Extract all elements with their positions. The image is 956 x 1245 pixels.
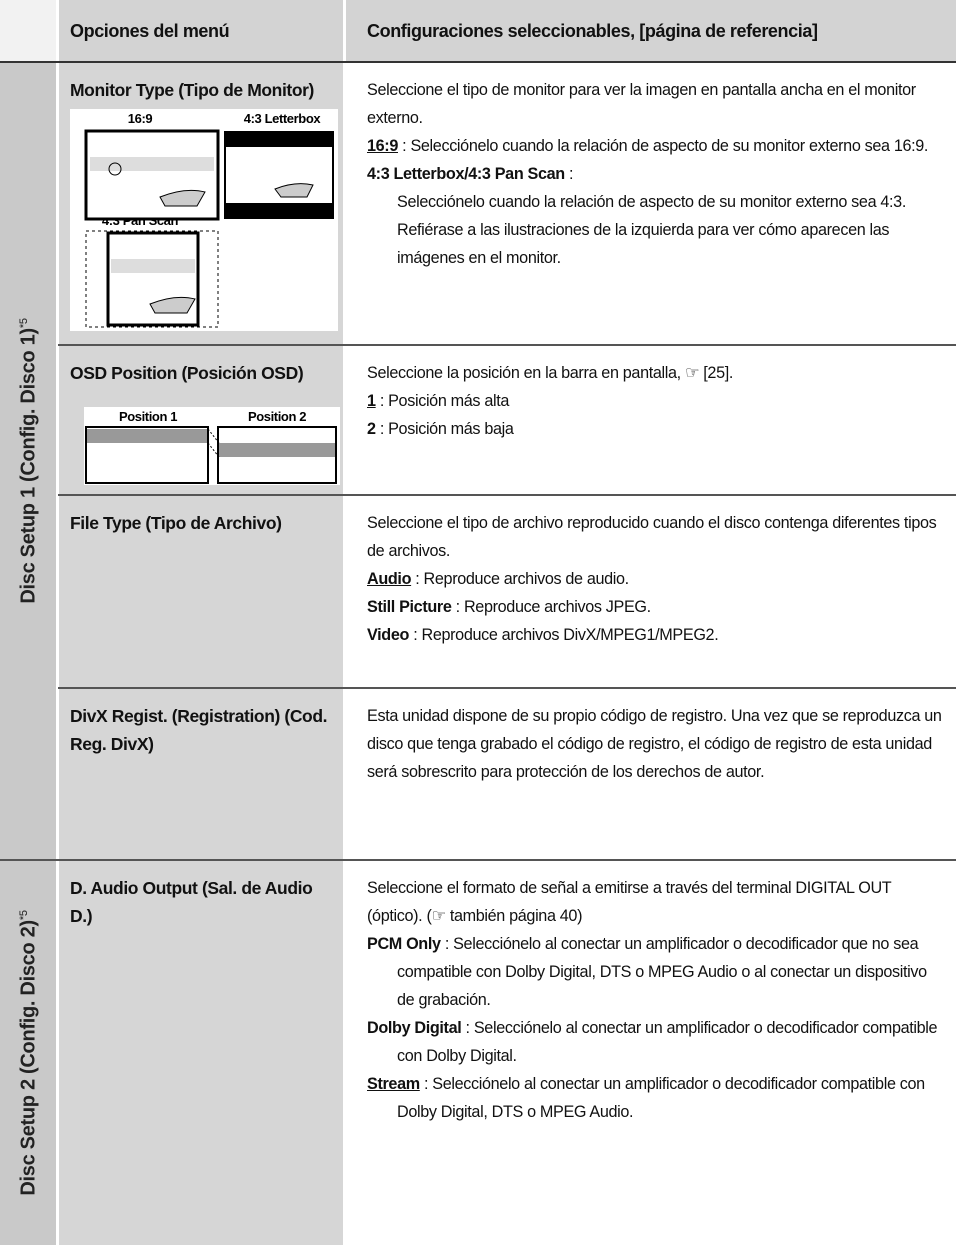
description-text: Seleccione la posición en la barra en pa… [367,364,734,382]
osd-bar [87,429,207,443]
column-gap [343,0,346,1245]
description-text: Seleccione el formato de señal a emitirs… [367,879,892,925]
description-cell: Seleccione el tipo de monitor para ver l… [345,62,956,345]
item-label: PCM Only [367,935,441,953]
group-label: Disc Setup 1 (Config. Disco 1)*5 [18,318,41,603]
item-text: : Selecciónelo cuando la relación de asp… [402,137,929,155]
item-text: : Posición más alta [379,392,510,410]
description-text: Seleccione el tipo de monitor para ver l… [367,81,916,127]
boat [274,183,314,198]
item-detail: Selecciónelo cuando la relación de aspec… [397,193,906,267]
description-cell: Esta unidad dispone de su propio código … [345,688,956,860]
osd-bar [219,443,335,457]
option-label: D. Audio Output (Sal. de Audio D.) [70,878,313,926]
option-item: Video : Reproduce archivos DivX/MPEG1/MP… [367,621,942,649]
description-text: Seleccione el tipo de archivo reproducid… [367,514,937,560]
figure [108,162,122,176]
header-text: Configuraciones seleccionables, [página … [367,21,818,41]
option-item: 4:3 Letterbox/4:3 Pan Scan : [367,160,942,188]
description-cell: Seleccione el tipo de archivo reproducid… [345,495,956,688]
option-label: OSD Position (Posición OSD) [70,363,304,383]
option-item: 2 : Posición más baja [367,415,942,443]
item-label: 4:3 Letterbox/4:3 Pan Scan [367,165,565,183]
illustration-label: Position 2 [248,409,306,424]
item-label: 16:9 [367,137,398,155]
scenery [111,259,195,273]
description-cell: Seleccione el formato de señal a emitirs… [345,860,956,1245]
footnote-mark: *5 [17,909,30,920]
option-item: PCM Only : Selecciónelo al conectar un a… [367,930,942,1014]
item-label: 1 [367,392,376,410]
header-cell: Configuraciones seleccionables, [página … [345,0,956,62]
item-label: Video [367,626,410,644]
row-rule [58,494,956,496]
header-cell: Opciones del menú [58,0,345,62]
corner-cell [0,0,58,62]
header-rule [0,61,956,63]
monitor-illustration: 16:9 4:3 Letterbox 4:3 Pan Scan [70,109,338,331]
connector [207,428,220,458]
group-label: Disc Setup 2 (Config. Disco 2)*5 [18,910,41,1195]
item-label: Still Picture [367,598,452,616]
item-label: Audio [367,570,412,588]
item-text: : Reproduce archivos DivX/MPEG1/MPEG2. [413,626,719,644]
boat [159,189,206,207]
option-cell: Monitor Type (Tipo de Monitor) 16:9 4:3 … [58,62,345,345]
boat [149,296,196,314]
row-rule [58,687,956,689]
option-cell: D. Audio Output (Sal. de Audio D.) [58,860,345,1245]
illustration-label: 4:3 Letterbox [244,111,322,126]
item-text: : Selecciónelo al conectar un amplificad… [397,1075,925,1121]
header-text: Opciones del menú [70,21,230,41]
option-cell: File Type (Tipo de Archivo) [58,495,345,688]
option-label: Monitor Type (Tipo de Monitor) [70,80,314,100]
item-label: Stream [367,1075,420,1093]
item-label: 2 [367,420,376,438]
group-title: Disc Setup 2 (Config. Disco 2) [17,919,40,1196]
group-rule [0,859,956,861]
option-item: Still Picture : Reproduce archivos JPEG. [367,593,942,621]
description-text: Esta unidad dispone de su propio código … [367,707,942,781]
column-gap [56,0,59,1245]
item-text: : Posición más baja [379,420,514,438]
item-text: : Reproduce archivos de audio. [415,570,629,588]
screen-frame [85,230,219,328]
item-text: : [568,165,574,183]
osd-illustration: Position 1 Position 2 [84,407,340,485]
option-item: 1 : Posición más alta [367,387,942,415]
option-item: Audio : Reproduce archivos de audio. [367,565,942,593]
group-title: Disc Setup 1 (Config. Disco 1) [17,328,40,604]
group-cell: Disc Setup 1 (Config. Disco 1)*5 [0,62,58,860]
option-item: Dolby Digital : Selecciónelo al conectar… [367,1014,942,1070]
screen [84,129,220,221]
option-label: DivX Regist. (Registration) (Cod. Reg. D… [70,706,328,754]
item-text: : Reproduce archivos JPEG. [455,598,651,616]
group-cell: Disc Setup 2 (Config. Disco 2)*5 [0,860,58,1245]
item-text: : Selecciónelo al conectar un amplificad… [397,1019,938,1065]
item-text: : Selecciónelo al conectar un amplificad… [397,935,927,1009]
illustration-label: Position 1 [119,409,177,424]
option-label: File Type (Tipo de Archivo) [70,513,282,533]
item-label: Dolby Digital [367,1019,462,1037]
footnote-mark: *5 [17,318,30,329]
option-cell: DivX Regist. (Registration) (Cod. Reg. D… [58,688,345,860]
option-item: Stream : Selecciónelo al conectar un amp… [367,1070,942,1126]
option-cell: OSD Position (Posición OSD) Position 1 P… [58,345,345,495]
row-rule [58,344,956,346]
option-item: 16:9 : Selecciónelo cuando la relación d… [367,132,942,160]
description-cell: Seleccione la posición en la barra en pa… [345,345,956,495]
illustration-label: 16:9 [128,111,153,126]
